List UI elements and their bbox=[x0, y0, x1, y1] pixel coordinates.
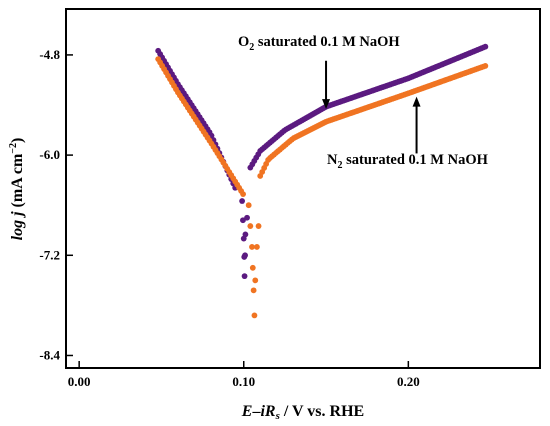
data-point bbox=[255, 223, 262, 229]
y-tick-label: -4.8 bbox=[39, 47, 60, 62]
data-point bbox=[249, 264, 256, 271]
series-o2 bbox=[155, 43, 489, 280]
data-point bbox=[242, 252, 248, 259]
x-tick-label: 0.20 bbox=[397, 374, 420, 389]
y-tick-label: -8.4 bbox=[39, 347, 60, 362]
annotations: O2 saturated 0.1 M NaOH N2 saturated 0.1 … bbox=[238, 34, 489, 171]
series-n2 bbox=[155, 56, 489, 319]
x-tick-label: 0.10 bbox=[232, 374, 255, 389]
plot-frame bbox=[65, 8, 541, 369]
data-point bbox=[254, 244, 260, 250]
x-axis-title: E–iRs / V vs. RHE bbox=[241, 403, 364, 422]
annotation-label-o2: O2 saturated 0.1 M NaOH bbox=[238, 34, 400, 53]
data-point bbox=[240, 191, 246, 198]
data-point bbox=[250, 287, 257, 294]
y-axis-title: log j (mA cm−2) bbox=[8, 138, 26, 241]
data-point bbox=[482, 62, 489, 69]
data-series bbox=[155, 43, 489, 319]
data-point bbox=[241, 273, 248, 280]
data-point bbox=[251, 312, 258, 319]
data-point bbox=[239, 198, 246, 204]
arrowhead-icon bbox=[322, 99, 331, 110]
data-point bbox=[252, 277, 259, 284]
data-point bbox=[244, 214, 250, 221]
data-point bbox=[242, 231, 249, 238]
y-tick-label: -6.0 bbox=[39, 147, 60, 162]
data-point bbox=[482, 43, 489, 50]
y-axis-ticks: -4.8 -6.0 -7.2 -8.4 bbox=[39, 47, 73, 362]
arrowhead-icon bbox=[412, 96, 421, 107]
data-point bbox=[245, 202, 252, 209]
data-point bbox=[249, 244, 255, 250]
annotation-label-n2: N2 saturated 0.1 M NaOH bbox=[327, 152, 489, 171]
x-tick-label: 0.00 bbox=[68, 374, 91, 389]
y-tick-label: -7.2 bbox=[39, 247, 60, 262]
data-point bbox=[247, 223, 254, 229]
x-axis-ticks: 0.00 0.10 0.20 bbox=[68, 361, 420, 389]
